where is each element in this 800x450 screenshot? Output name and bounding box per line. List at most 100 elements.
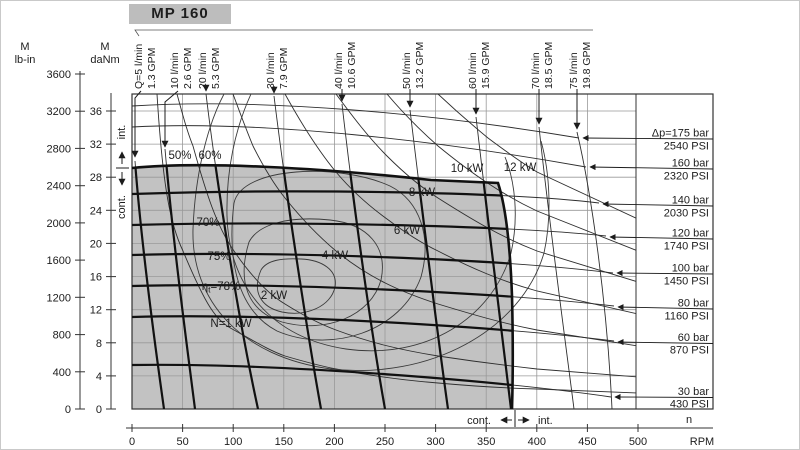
svg-text:30 bar: 30 bar bbox=[678, 386, 710, 398]
svg-text:36: 36 bbox=[90, 106, 102, 118]
svg-text:100: 100 bbox=[224, 436, 242, 448]
svg-text:30 l/min: 30 l/min bbox=[265, 52, 277, 89]
svg-text:400: 400 bbox=[528, 436, 546, 448]
flow-bracket-line bbox=[134, 29, 593, 37]
svg-text:2.6 GPM: 2.6 GPM bbox=[182, 48, 194, 89]
svg-text:10 l/min: 10 l/min bbox=[169, 52, 181, 89]
svg-text:50 l/min: 50 l/min bbox=[401, 52, 413, 89]
pressure-label-group: Δp=175 bar 2540 PSI 160 bar 2320 PSI 140… bbox=[582, 128, 714, 411]
bottom-cont-label: cont. bbox=[467, 415, 491, 427]
svg-text:8 kW: 8 kW bbox=[409, 187, 435, 199]
svg-text:3200: 3200 bbox=[47, 106, 71, 118]
svg-text:200: 200 bbox=[325, 436, 343, 448]
svg-text:2030 PSI: 2030 PSI bbox=[664, 208, 709, 220]
svg-text:60%: 60% bbox=[198, 150, 221, 162]
svg-text:1600: 1600 bbox=[47, 255, 71, 267]
svg-text:870 PSI: 870 PSI bbox=[670, 345, 709, 357]
speed-axis-unit: RPM bbox=[690, 436, 714, 448]
svg-text:15.9 GPM: 15.9 GPM bbox=[480, 42, 492, 89]
svg-text:75%: 75% bbox=[207, 251, 230, 263]
danm-axis-symbol: M bbox=[100, 41, 109, 53]
speed-axis-symbol: n bbox=[686, 414, 692, 426]
svg-text:8: 8 bbox=[96, 338, 102, 350]
bottom-int-label: int. bbox=[538, 415, 553, 427]
svg-text:20: 20 bbox=[90, 238, 102, 250]
svg-text:4 kW: 4 kW bbox=[322, 250, 348, 262]
page-title: MP 160 bbox=[129, 4, 231, 24]
svg-text:2 kW: 2 kW bbox=[261, 290, 287, 302]
svg-text:450: 450 bbox=[578, 436, 596, 448]
flow-leader-arrows bbox=[131, 84, 581, 158]
torque-axis-headers: M lb-in M daNm bbox=[15, 41, 120, 66]
flow-label-group: Q=5 l/min 1.3 GPM 10 l/min 2.6 GPM 20 l/… bbox=[133, 29, 593, 89]
speed-tick-labels: 0 50 100 150 200 250 300 350 400 450 500… bbox=[129, 414, 714, 448]
svg-text:70 l/min: 70 l/min bbox=[530, 52, 542, 89]
svg-text:120 bar: 120 bar bbox=[672, 228, 710, 240]
lbin-axis-symbol: M bbox=[20, 41, 29, 53]
svg-text:24: 24 bbox=[90, 205, 102, 217]
grid-lines bbox=[132, 94, 636, 409]
bottom-duty-marker: cont. int. bbox=[467, 410, 553, 427]
svg-text:6 kW: 6 kW bbox=[394, 225, 420, 237]
svg-text:10 kW: 10 kW bbox=[451, 163, 484, 175]
svg-text:1200: 1200 bbox=[47, 292, 71, 304]
lbin-tick-labels: 3600 3200 2800 2400 2000 1600 1200 800 4… bbox=[47, 69, 71, 416]
svg-text:1.3 GPM: 1.3 GPM bbox=[146, 48, 158, 89]
svg-text:12: 12 bbox=[90, 305, 102, 317]
plot-frame bbox=[131, 93, 714, 410]
svg-text:1450 PSI: 1450 PSI bbox=[664, 276, 709, 288]
svg-text:430 PSI: 430 PSI bbox=[670, 399, 709, 411]
svg-text:19.8 GPM: 19.8 GPM bbox=[581, 42, 593, 89]
svg-text:50: 50 bbox=[176, 436, 188, 448]
svg-text:Q=5 l/min: Q=5 l/min bbox=[133, 44, 145, 89]
svg-text:140 bar: 140 bar bbox=[672, 195, 710, 207]
efficiency-eta-label: ηt=78% bbox=[202, 281, 241, 295]
svg-text:1160 PSI: 1160 PSI bbox=[665, 311, 709, 323]
svg-text:250: 250 bbox=[376, 436, 394, 448]
lbin-axis-unit: lb-in bbox=[15, 54, 36, 66]
svg-text:70%: 70% bbox=[196, 217, 219, 229]
svg-text:Δp=175 bar: Δp=175 bar bbox=[652, 128, 710, 140]
continuous-zone-thick-curves bbox=[132, 165, 513, 409]
svg-text:12 kW: 12 kW bbox=[504, 162, 537, 174]
svg-text:18.5 GPM: 18.5 GPM bbox=[543, 42, 555, 89]
torque-axis-danm bbox=[106, 93, 116, 410]
svg-text:500: 500 bbox=[629, 436, 647, 448]
svg-text:400: 400 bbox=[53, 367, 71, 379]
svg-text:28: 28 bbox=[90, 172, 102, 184]
svg-text:100 bar: 100 bar bbox=[672, 263, 710, 275]
svg-text:300: 300 bbox=[426, 436, 444, 448]
continuous-zone-boundary bbox=[131, 163, 515, 410]
left-int-label: int. bbox=[116, 125, 128, 140]
svg-text:3600: 3600 bbox=[47, 69, 71, 81]
svg-text:13.2 GPM: 13.2 GPM bbox=[414, 42, 426, 89]
svg-text:75 l/min: 75 l/min bbox=[568, 52, 580, 89]
svg-text:60 bar: 60 bar bbox=[678, 332, 710, 344]
efficiency-contour-labels: 50% 60% 70% 75% ηt=78% bbox=[168, 150, 240, 295]
svg-text:5.3 GPM: 5.3 GPM bbox=[210, 48, 222, 89]
svg-text:2320 PSI: 2320 PSI bbox=[664, 171, 709, 183]
danm-axis-unit: daNm bbox=[90, 54, 119, 66]
svg-text:N=1 kW: N=1 kW bbox=[210, 318, 251, 330]
left-cont-label: cont. bbox=[116, 195, 128, 219]
svg-text:2540 PSI: 2540 PSI bbox=[664, 141, 709, 153]
torque-axis-lbin bbox=[75, 71, 85, 410]
svg-text:800: 800 bbox=[53, 330, 71, 342]
svg-text:0: 0 bbox=[96, 404, 102, 416]
svg-text:0: 0 bbox=[129, 436, 135, 448]
danm-tick-labels: 36 32 28 24 20 16 12 8 4 0 bbox=[90, 106, 102, 416]
svg-text:0: 0 bbox=[65, 404, 71, 416]
svg-text:32: 32 bbox=[90, 139, 102, 151]
svg-text:7.9 GPM: 7.9 GPM bbox=[278, 48, 290, 89]
svg-text:2800: 2800 bbox=[47, 143, 71, 155]
speed-axis bbox=[126, 424, 713, 432]
svg-text:350: 350 bbox=[477, 436, 495, 448]
svg-text:2000: 2000 bbox=[47, 218, 71, 230]
svg-text:80 bar: 80 bar bbox=[678, 298, 710, 310]
svg-text:160 bar: 160 bar bbox=[672, 158, 710, 170]
svg-text:150: 150 bbox=[275, 436, 293, 448]
power-curve-labels: N=1 kW 2 kW 4 kW 6 kW 8 kW 10 kW 12 kW bbox=[210, 162, 536, 330]
svg-text:4: 4 bbox=[96, 371, 102, 383]
